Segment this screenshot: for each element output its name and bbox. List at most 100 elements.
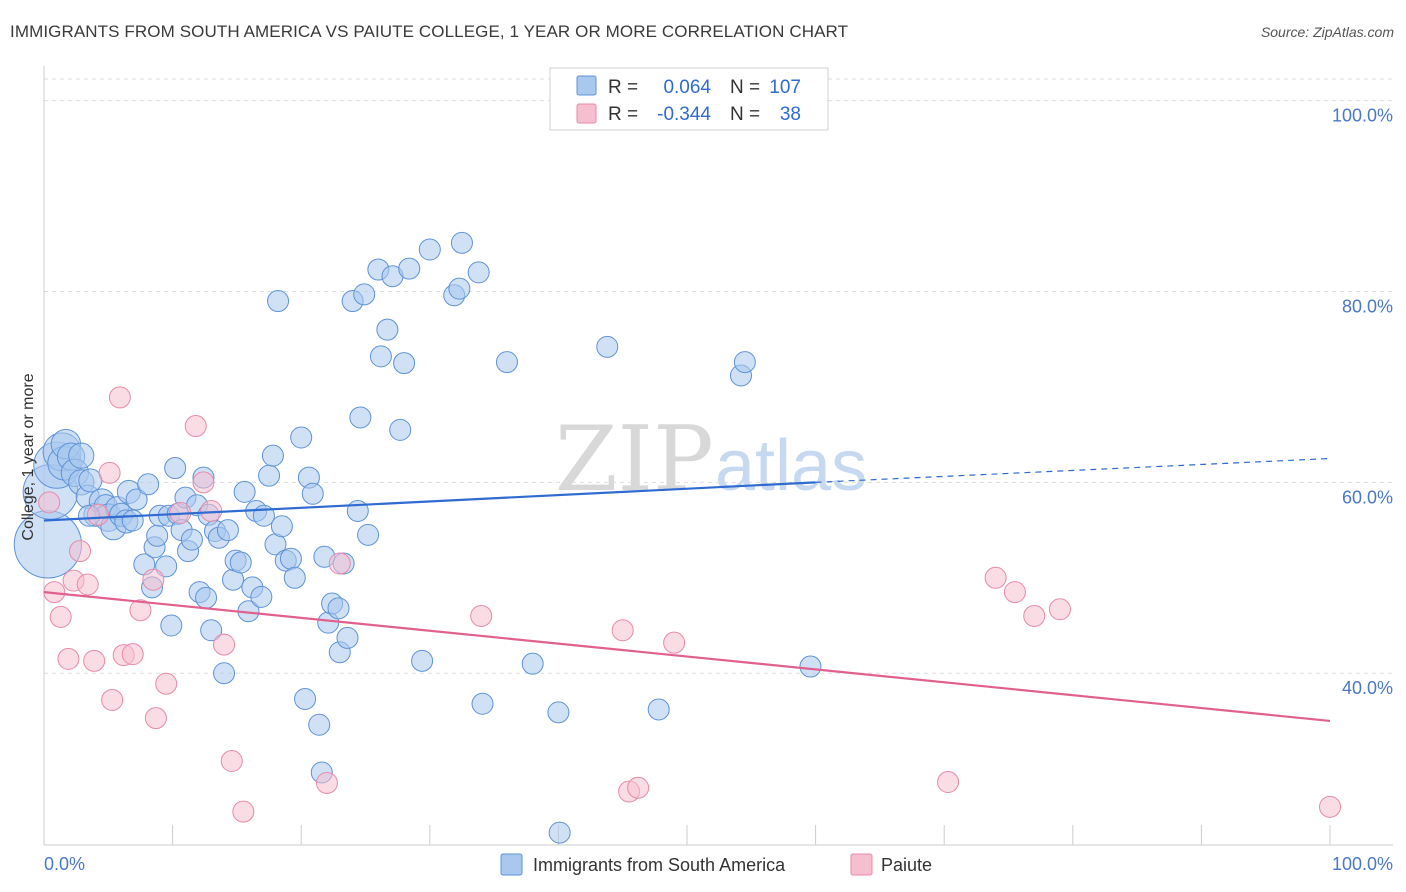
legend-swatch-immigrants <box>500 853 523 876</box>
immigrants-point <box>216 519 239 542</box>
paiute-point <box>1023 604 1046 627</box>
paiute-point <box>101 688 124 711</box>
y-tick-labels: 40.0% 60.0% 80.0% 100.0% <box>1332 106 1393 699</box>
paiute-point <box>108 386 131 409</box>
stats-r-value-2: -0.344 <box>657 104 711 125</box>
trend-lines <box>43 457 1331 723</box>
immigrants-point <box>261 444 284 467</box>
stats-n-value-1: 107 <box>769 77 801 98</box>
paiute-point <box>76 573 99 596</box>
immigrants-point <box>369 345 392 368</box>
immigrants-point <box>336 626 359 649</box>
immigrants-point <box>290 426 313 449</box>
paiute-point <box>121 643 144 666</box>
paiute-point <box>1003 581 1026 604</box>
immigrants-point <box>353 283 376 306</box>
paiute-point <box>49 605 72 628</box>
paiute-point <box>1319 795 1341 818</box>
immigrants-point <box>799 655 822 678</box>
immigrants-point <box>213 662 236 685</box>
paiute-point <box>57 647 80 670</box>
series-immigrants-points <box>13 231 822 844</box>
paiute-point <box>184 415 207 438</box>
y-tick-label-60: 60.0% <box>1342 487 1393 507</box>
immigrants-point <box>393 352 416 375</box>
trend-line-paiute <box>43 591 1331 723</box>
stats-n-label-1: N = <box>730 77 760 98</box>
immigrants-point <box>471 692 494 715</box>
legend-label-paiute: Paiute <box>881 855 932 875</box>
stats-r-label-2: R = <box>608 104 638 125</box>
immigrants-point <box>389 418 412 441</box>
immigrants-point <box>229 551 252 574</box>
immigrants-point <box>418 238 441 261</box>
immigrants-point <box>411 649 434 672</box>
immigrants-point <box>733 351 756 374</box>
x-tick-label-max: 100.0% <box>1332 854 1393 874</box>
immigrants-point <box>146 524 169 547</box>
y-tick-label-100: 100.0% <box>1332 106 1393 126</box>
paiute-point <box>984 566 1007 589</box>
immigrants-point <box>357 523 380 546</box>
paiute-point <box>38 491 61 514</box>
immigrants-point <box>448 277 471 300</box>
y-tick-label-80: 80.0% <box>1342 296 1393 316</box>
immigrants-point <box>450 231 473 254</box>
stats-r-label-1: R = <box>608 77 638 98</box>
immigrants-point <box>195 586 218 609</box>
paiute-point <box>69 540 92 563</box>
stats-legend-swatch-blue <box>576 75 597 96</box>
trend-line-immigrants <box>43 481 816 522</box>
stats-n-label-2: N = <box>730 104 760 125</box>
stats-r-value-1: 0.064 <box>663 77 711 98</box>
series-legend: Immigrants from South America Paiute <box>500 853 932 876</box>
x-tick-label-min: 0.0% <box>44 854 85 874</box>
stats-legend-swatch-pink <box>576 103 597 124</box>
immigrants-point <box>279 547 302 570</box>
watermark-atlas: atlas <box>715 426 867 506</box>
immigrants-point <box>250 585 273 608</box>
legend-swatch-paiute <box>850 853 873 876</box>
immigrants-point <box>233 480 256 503</box>
immigrants-point <box>155 555 178 578</box>
immigrants-point <box>398 257 421 280</box>
immigrants-point <box>270 515 293 538</box>
immigrants-point <box>68 442 95 469</box>
immigrants-point <box>596 335 619 358</box>
immigrants-point <box>548 821 571 844</box>
immigrants-point <box>78 468 103 493</box>
watermark: ZIP atlas <box>555 407 867 512</box>
legend-label-immigrants: Immigrants from South America <box>533 855 786 875</box>
paiute-point <box>611 619 634 642</box>
paiute-point <box>83 649 106 672</box>
stats-n-value-2: 38 <box>780 104 801 125</box>
paiute-point <box>144 707 167 730</box>
source-credit: Source: ZipAtlas.com <box>1260 24 1394 40</box>
immigrants-point <box>301 482 324 505</box>
immigrants-point <box>547 701 570 724</box>
y-tick-label-40: 40.0% <box>1342 678 1393 698</box>
paiute-point <box>129 599 152 622</box>
paiute-point <box>213 633 236 656</box>
immigrants-point <box>647 698 670 721</box>
immigrants-point <box>308 713 331 736</box>
immigrants-point <box>495 351 518 374</box>
immigrants-point <box>267 290 290 313</box>
paiute-point <box>87 503 110 526</box>
immigrants-point <box>125 488 148 511</box>
immigrants-point <box>376 318 399 341</box>
watermark-zip: ZIP <box>555 407 714 512</box>
stats-legend: R = 0.064 N = 107 R = -0.344 N = 38 <box>549 67 829 131</box>
paiute-point <box>627 776 650 799</box>
paiute-point <box>315 771 338 794</box>
paiute-point <box>937 771 960 794</box>
paiute-point <box>220 750 243 773</box>
immigrants-point <box>160 614 183 637</box>
series-paiute-points <box>38 386 1341 823</box>
paiute-point <box>470 604 493 627</box>
immigrants-point <box>180 528 203 551</box>
immigrants-point <box>294 687 317 710</box>
immigrants-point <box>521 652 544 675</box>
paiute-point <box>142 568 165 591</box>
